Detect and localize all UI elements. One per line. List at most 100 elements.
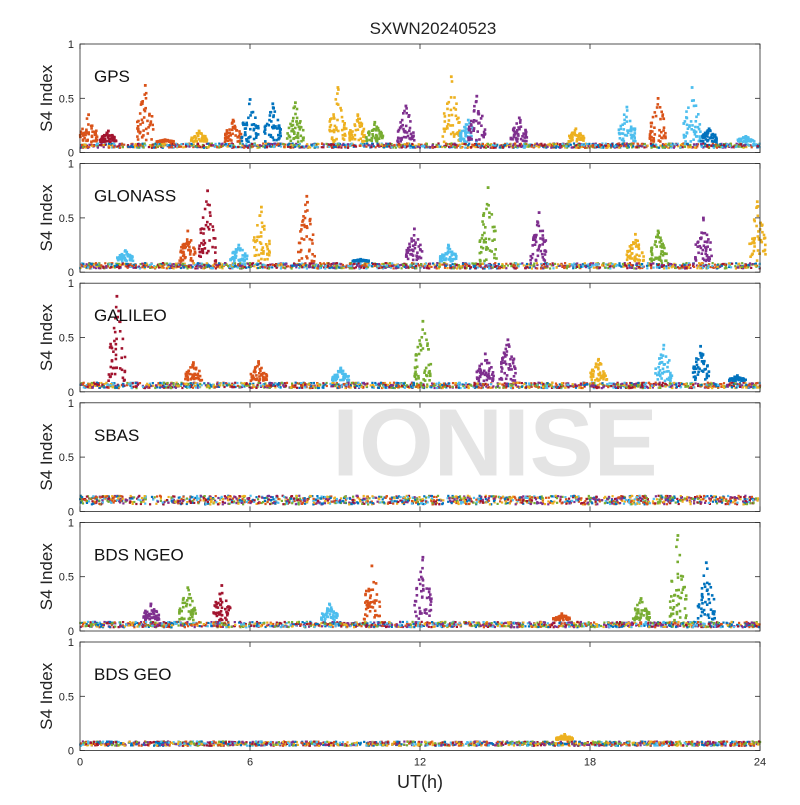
- data-point: [428, 265, 430, 267]
- peak-point: [341, 129, 344, 132]
- peak-point: [207, 250, 210, 253]
- peak-point: [102, 138, 105, 141]
- peak-point: [753, 245, 756, 248]
- data-point: [552, 264, 554, 266]
- data-point: [114, 265, 116, 267]
- data-point: [327, 262, 329, 264]
- data-point: [385, 143, 387, 145]
- data-point: [347, 143, 349, 145]
- data-point: [237, 266, 239, 268]
- data-point: [99, 144, 101, 146]
- peak-point: [245, 127, 248, 130]
- data-point: [247, 147, 249, 149]
- data-point: [740, 143, 742, 145]
- peak-point: [654, 133, 657, 136]
- data-point: [139, 267, 141, 269]
- data-point: [653, 145, 655, 147]
- peak-point: [260, 231, 263, 234]
- peak-point: [305, 255, 308, 258]
- peak-point: [650, 247, 653, 250]
- peak-point: [226, 129, 229, 132]
- peak-point: [656, 106, 659, 109]
- data-point: [299, 387, 301, 389]
- data-point: [372, 263, 374, 265]
- data-point: [197, 263, 199, 265]
- peak-point: [655, 236, 658, 239]
- data-point: [641, 263, 643, 265]
- peak-point: [483, 232, 486, 235]
- peak-point: [657, 103, 660, 106]
- peak-point: [183, 243, 186, 246]
- peak-point: [123, 257, 126, 260]
- peak-point: [739, 139, 742, 142]
- peak-point: [405, 136, 408, 139]
- peak-point: [331, 138, 334, 141]
- data-point: [561, 143, 563, 145]
- data-point: [188, 266, 190, 268]
- peak-point: [253, 236, 256, 239]
- peak-point: [297, 132, 300, 135]
- peak-point: [408, 114, 411, 117]
- peak-point: [450, 260, 453, 263]
- peak-point: [341, 116, 344, 119]
- data-point: [287, 265, 289, 267]
- data-point: [365, 146, 367, 148]
- peak-point: [691, 124, 694, 127]
- peak-point: [687, 106, 690, 109]
- data-point: [243, 147, 245, 149]
- peak-point: [205, 224, 208, 227]
- peak-point: [142, 129, 145, 132]
- data-point: [726, 143, 728, 145]
- data-point: [392, 265, 394, 267]
- y-tick-label: 0.5: [59, 213, 74, 225]
- peak-point: [274, 110, 277, 113]
- data-point: [412, 146, 414, 148]
- data-point: [409, 264, 411, 266]
- peak-point: [715, 140, 718, 143]
- peak-point: [517, 134, 520, 137]
- peak-point: [447, 251, 450, 254]
- peak-point: [202, 252, 205, 255]
- peak-point: [405, 125, 408, 128]
- peak-point: [448, 114, 451, 117]
- data-point: [584, 262, 586, 264]
- data-point: [291, 267, 293, 269]
- peak-point: [489, 249, 492, 252]
- data-point: [216, 146, 218, 148]
- data-point: [331, 266, 333, 268]
- data-point: [650, 147, 652, 149]
- data-point: [636, 262, 638, 264]
- peak-point: [657, 233, 660, 236]
- peak-point: [707, 256, 710, 259]
- data-point: [109, 263, 111, 265]
- peak-point: [451, 80, 454, 83]
- data-point: [752, 263, 754, 265]
- data-point: [636, 146, 638, 148]
- peak-point: [379, 135, 382, 138]
- data-point: [552, 267, 554, 269]
- peak-point: [699, 135, 702, 138]
- data-point: [714, 264, 716, 266]
- peak-point: [686, 132, 689, 135]
- peak-point: [237, 259, 240, 262]
- data-point: [289, 146, 291, 148]
- peak-point: [277, 125, 280, 128]
- peak-point: [294, 113, 297, 116]
- peak-point: [472, 129, 475, 132]
- data-point: [704, 143, 706, 145]
- data-point: [122, 262, 124, 264]
- peak-point: [483, 239, 486, 242]
- data-point: [735, 262, 737, 264]
- peak-point: [697, 252, 700, 255]
- peak-point: [626, 253, 629, 256]
- peak-point: [485, 248, 488, 251]
- peak-point: [365, 136, 368, 139]
- data-point: [566, 266, 568, 268]
- data-point: [725, 266, 727, 268]
- data-point: [267, 264, 269, 266]
- data-point: [713, 267, 715, 269]
- peak-point: [659, 140, 662, 143]
- peak-point: [345, 127, 348, 130]
- peak-point: [130, 259, 133, 262]
- peak-point: [87, 123, 90, 126]
